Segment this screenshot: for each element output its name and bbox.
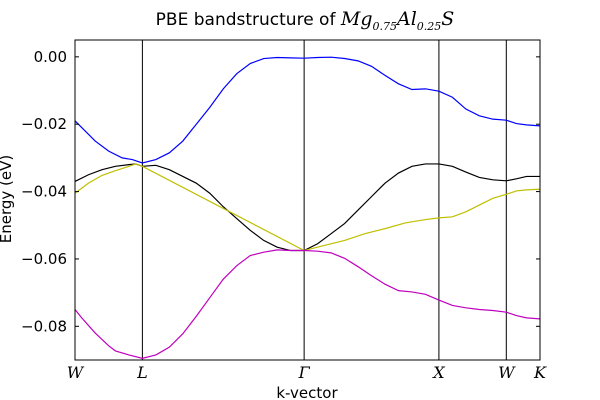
band-line [74,56,541,164]
y-tick-label: −0.02 [21,115,67,133]
y-tick-labels: 0.00 −0.02 −0.04 −0.06 −0.08 [21,48,67,335]
band-series [74,56,541,359]
band-line [74,163,540,252]
x-tick-label: W [67,363,85,382]
band-line [74,249,541,359]
title-formula-al-sub: 0.25 [417,20,442,33]
title-formula-s: S [441,8,454,30]
y-tick-label: −0.04 [21,183,67,201]
chart-title: PBE bandstructure of Mg0.75Al0.25S [156,8,455,33]
title-formula-mg: Mg [340,8,373,30]
x-tick-label: L [136,363,148,382]
x-tick-label: K [533,363,547,382]
plot-area [74,39,541,361]
y-axis-label: Energy (eV) [0,155,15,243]
chart-title-prefix: PBE bandstructure of [156,10,341,30]
x-tick-label: W [498,363,516,382]
x-tick-label: X [431,363,445,382]
title-formula-mg-sub: 0.75 [372,20,397,33]
title-formula-al: Al [395,8,417,30]
axis-ticks [75,56,540,327]
x-axis-label: k-vector [276,384,338,400]
kpoint-lines [141,40,507,360]
band-line [74,163,541,252]
y-tick-label: 0.00 [34,48,67,66]
x-tick-label: Γ [298,363,311,382]
plot-frame [74,39,541,361]
y-tick-label: −0.06 [21,250,67,268]
y-tick-label: −0.08 [21,317,67,335]
